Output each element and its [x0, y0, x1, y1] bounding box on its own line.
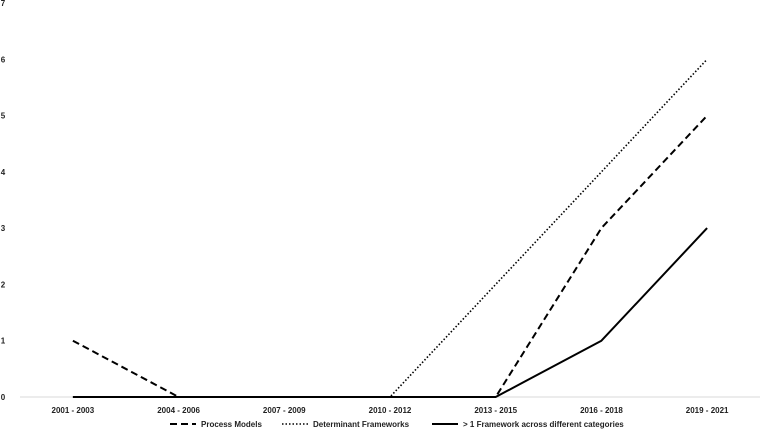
- y-tick-label: 7: [1, 0, 6, 8]
- x-tick-label: 2019 - 2021: [686, 406, 729, 415]
- x-tick-label: 2007 - 2009: [263, 406, 306, 415]
- x-tick-label: 2001 - 2003: [52, 406, 95, 415]
- series-line-1: [72, 114, 708, 398]
- series-lines: [72, 58, 708, 398]
- x-tick-label: 2004 - 2006: [157, 406, 200, 415]
- x-tick-label: 2010 - 2012: [369, 406, 412, 415]
- x-tick-label: 2013 - 2015: [474, 406, 517, 415]
- x-tick-label: 2016 - 2018: [580, 406, 623, 415]
- y-tick-label: 3: [1, 224, 6, 233]
- legend-label: Determinant Frameworks: [313, 420, 410, 429]
- series-line-2: [72, 58, 708, 398]
- y-tick-label: 2: [1, 280, 6, 289]
- x-axis-ticks: 2001 - 2003 2004 - 2006 2007 - 2009 2010 - …: [52, 406, 730, 415]
- legend: Process Models Determinant Frameworks > 1 …: [170, 420, 624, 429]
- legend-label: > 1 Framework across different categorie…: [463, 420, 624, 429]
- legend-label: Process Models: [201, 420, 262, 429]
- y-tick-label: 0: [1, 393, 6, 402]
- y-tick-label: 5: [1, 112, 6, 121]
- y-axis-ticks: 0 1 2 3 4 5 6 7: [1, 0, 6, 402]
- y-tick-label: 4: [1, 168, 6, 177]
- y-tick-label: 1: [1, 337, 6, 346]
- series-line-3: [72, 227, 708, 398]
- y-tick-label: 6: [1, 55, 6, 64]
